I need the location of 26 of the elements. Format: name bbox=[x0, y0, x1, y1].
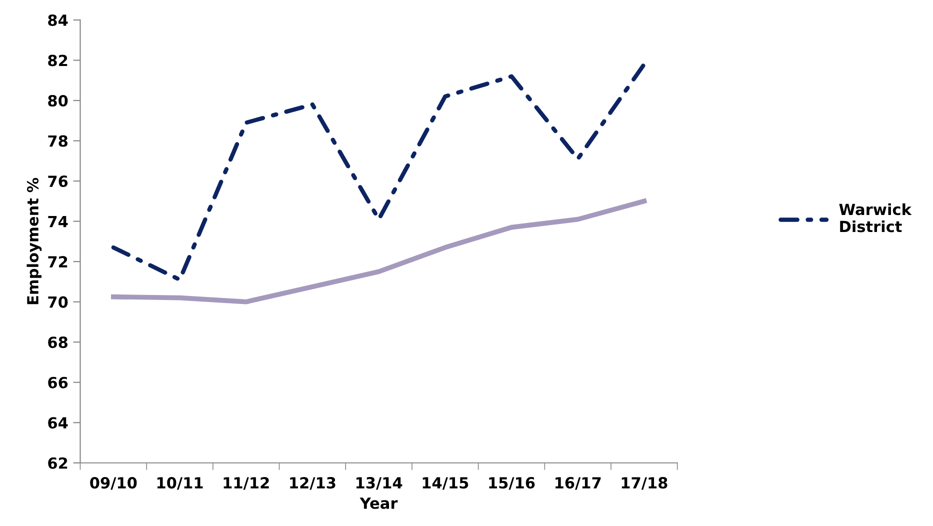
x-tick-label: 15/16 bbox=[489, 477, 535, 490]
y-tick-label: 70 bbox=[48, 296, 68, 308]
y-tick-label: 84 bbox=[48, 14, 68, 26]
x-tick-label: 12/13 bbox=[290, 477, 336, 490]
y-tick-label: 74 bbox=[48, 216, 68, 228]
legend-label: Warwick District bbox=[839, 203, 912, 232]
line-series bbox=[111, 62, 646, 282]
x-tick-label: 16/17 bbox=[556, 477, 601, 490]
y-tick-label: 80 bbox=[48, 94, 68, 107]
x-tick-label: 14/15 bbox=[422, 477, 468, 490]
x-tick-label: 10/11 bbox=[157, 477, 203, 490]
y-tick-label: 76 bbox=[48, 176, 68, 188]
x-tick-label: 09/10 bbox=[90, 477, 137, 490]
y-tick-label: 64 bbox=[48, 417, 68, 429]
y-tick-label: 68 bbox=[48, 336, 68, 348]
x-tick-label: 13/14 bbox=[356, 477, 402, 490]
x-tick-label: 11/12 bbox=[224, 477, 269, 490]
y-tick-label: 72 bbox=[48, 256, 68, 268]
x-axis-title: Year bbox=[360, 498, 398, 509]
y-tick-label: 66 bbox=[48, 376, 68, 388]
x-tick-label: 17/18 bbox=[622, 477, 668, 490]
y-tick-label: 78 bbox=[48, 135, 68, 147]
y-tick-label: 62 bbox=[48, 457, 68, 469]
y-tick-label: 82 bbox=[48, 54, 68, 66]
line-series bbox=[110, 198, 647, 304]
y-axis-title: Employment % bbox=[26, 178, 42, 304]
